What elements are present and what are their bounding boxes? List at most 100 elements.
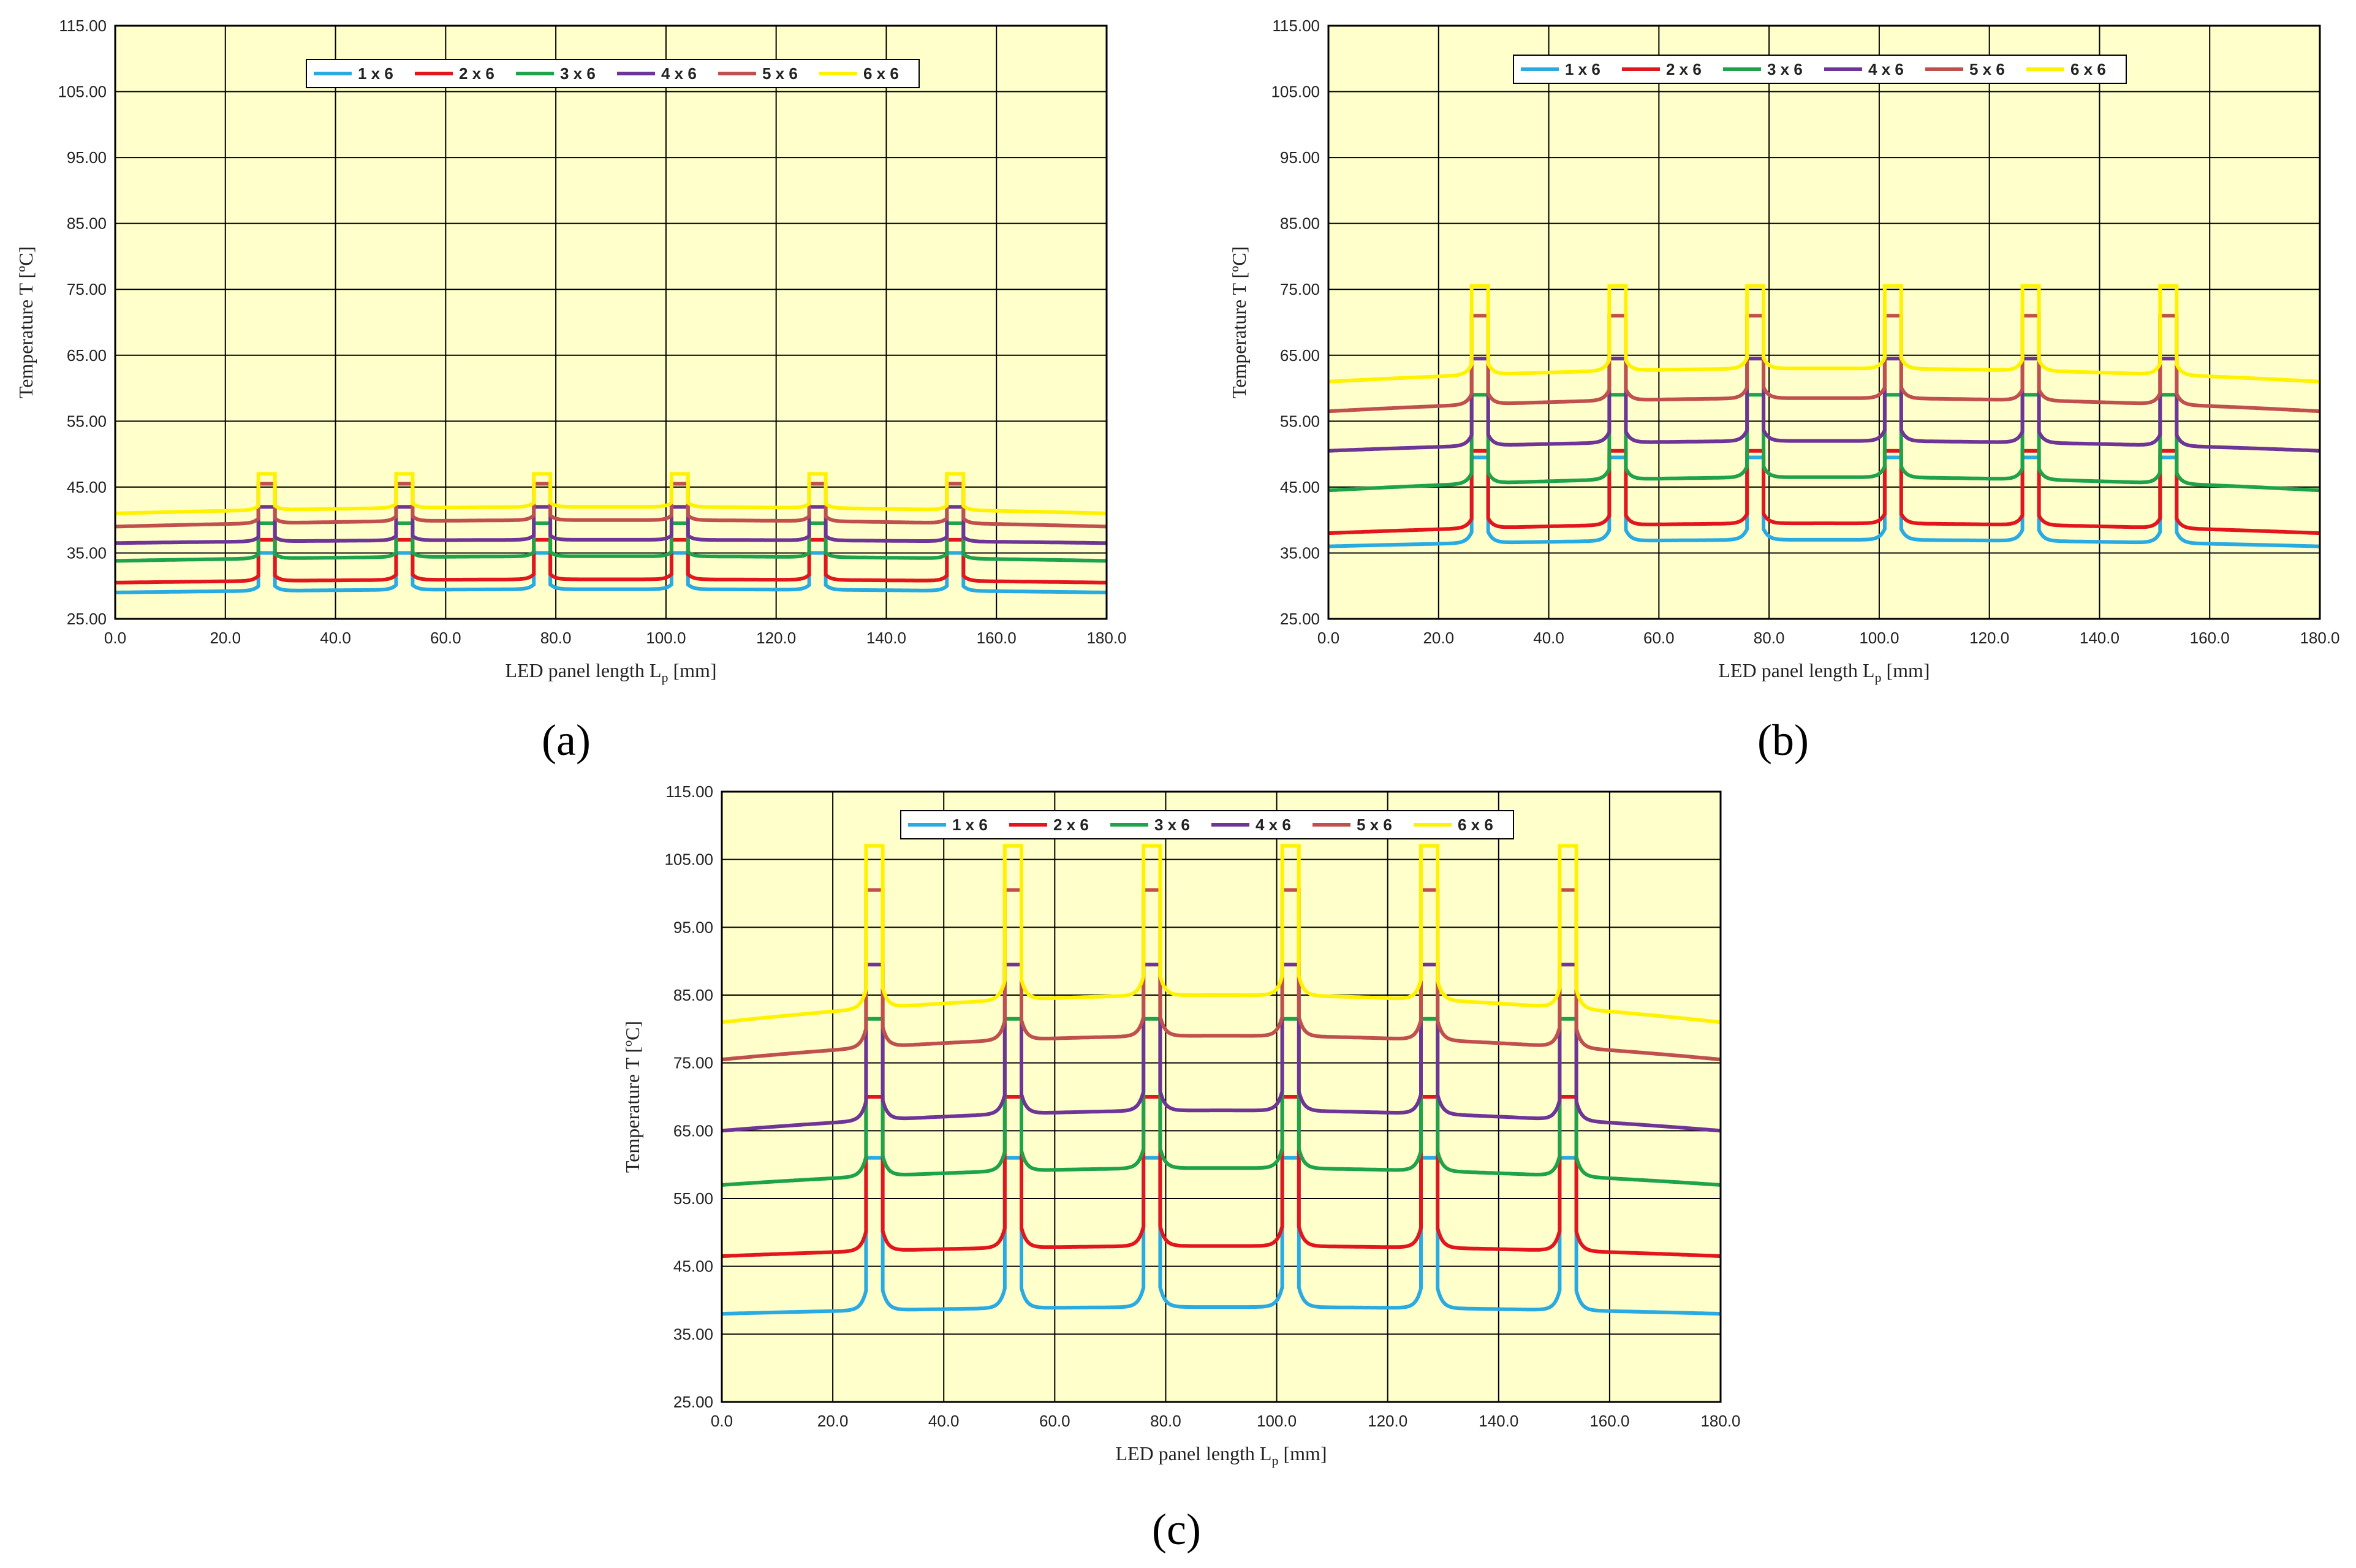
x-tick-label: 120.0 <box>1969 629 2009 647</box>
x-tick-label: 60.0 <box>430 629 461 647</box>
x-tick-label: 40.0 <box>1533 629 1564 647</box>
y-tick-label: 65.00 <box>67 346 107 365</box>
chart-b: 0.0 20.0 40.0 60.0 80.0 100.0 120.0 140.0 160.0 1… <box>1228 17 2340 765</box>
y-axis-label: Temperature T [ºC] <box>15 246 37 398</box>
x-tick-label: 140.0 <box>1479 1412 1518 1430</box>
y-tick-label: 25.00 <box>67 610 107 628</box>
x-axis-label: LED panel length Lp [mm] <box>1115 1442 1327 1468</box>
y-tick-label: 35.00 <box>673 1325 713 1343</box>
x-tick-label: 0.0 <box>711 1412 733 1430</box>
y-tick-label: 55.00 <box>1280 412 1320 430</box>
x-tick-label: 60.0 <box>1039 1412 1070 1430</box>
x-tick-label: 120.0 <box>1368 1412 1407 1430</box>
y-axis-label: Temperature T [ºC] <box>1228 246 1250 398</box>
series-line-1x6 <box>1328 455 2320 548</box>
legend: 1 x 6 2 x 6 3 x 6 4 x 6 5 x 6 6 x 6 <box>1513 55 2127 84</box>
legend: 1 x 6 2 x 6 3 x 6 4 x 6 5 x 6 6 x 6 <box>900 810 1514 839</box>
x-tick-label: 180.0 <box>1700 1412 1740 1430</box>
legend-label: 1 x 6 <box>358 64 393 83</box>
legend-label: 1 x 6 <box>1565 60 1600 78</box>
y-tick-label: 95.00 <box>673 918 713 936</box>
y-tick-label: 55.00 <box>673 1189 713 1208</box>
x-tick-label: 140.0 <box>866 629 906 647</box>
y-tick-label: 45.00 <box>673 1257 713 1276</box>
x-tick-label: 40.0 <box>928 1412 960 1430</box>
legend-label: 4 x 6 <box>661 64 697 83</box>
legend-label: 3 x 6 <box>1154 816 1190 834</box>
y-tick-label: 45.00 <box>67 478 107 496</box>
series-line-5x6 <box>115 482 1107 529</box>
x-tick-label: 20.0 <box>817 1412 849 1430</box>
chart-c: 0.0 20.0 40.0 60.0 80.0 100.0 120.0 140.0 160.0 1… <box>621 782 1741 1554</box>
y-tick-label: 65.00 <box>1280 346 1320 365</box>
series-line-5x6 <box>1328 314 2320 414</box>
y-tick-label: 75.00 <box>67 280 107 298</box>
x-tick-label: 100.0 <box>1859 629 1899 647</box>
x-tick-label: 20.0 <box>210 629 241 647</box>
y-tick-label: 55.00 <box>67 412 107 430</box>
plot-border <box>1327 25 2321 620</box>
series-line-3x6 <box>721 1017 1721 1187</box>
legend: 1 x 6 2 x 6 3 x 6 4 x 6 5 x 6 6 x 6 <box>306 59 920 88</box>
y-tick-label: 25.00 <box>1280 610 1320 628</box>
legend-label: 4 x 6 <box>1868 60 1904 78</box>
y-tick-label: 65.00 <box>673 1121 713 1140</box>
series-line-2x6 <box>1328 449 2320 536</box>
y-tick-label: 85.00 <box>673 986 713 1004</box>
series-line-3x6 <box>115 521 1107 563</box>
series-line-5x6 <box>721 888 1721 1062</box>
x-tick-label: 100.0 <box>646 629 686 647</box>
y-tick-label: 85.00 <box>67 214 107 233</box>
panel-label: (a) <box>542 716 591 765</box>
x-tick-label: 0.0 <box>1317 629 1339 647</box>
series-line-3x6 <box>1328 393 2320 493</box>
x-tick-label: 80.0 <box>1150 1412 1181 1430</box>
legend-label: 6 x 6 <box>1458 816 1493 834</box>
x-tick-label: 140.0 <box>2080 629 2119 647</box>
plot-border <box>721 790 1722 1403</box>
y-tick-label: 75.00 <box>673 1054 713 1072</box>
legend-label: 5 x 6 <box>762 64 798 83</box>
legend-label: 4 x 6 <box>1256 816 1291 834</box>
series-line-2x6 <box>115 537 1107 585</box>
series-line-6x6 <box>1328 284 2320 384</box>
y-tick-label: 45.00 <box>1280 478 1320 496</box>
legend-label: 3 x 6 <box>1767 60 1803 78</box>
y-tick-label: 115.00 <box>59 17 107 35</box>
x-tick-label: 0.0 <box>104 629 126 647</box>
series-line-4x6 <box>1328 357 2320 453</box>
panel-label: (c) <box>1152 1505 1201 1554</box>
chart-a: 0.0 20.0 40.0 60.0 80.0 100.0 120.0 140.0 160.0 1… <box>15 17 1127 765</box>
y-tick-label: 25.00 <box>673 1393 713 1411</box>
x-tick-label: 160.0 <box>1589 1412 1629 1430</box>
series-line-4x6 <box>115 505 1107 545</box>
x-tick-label: 80.0 <box>1754 629 1785 647</box>
legend-box <box>306 59 920 88</box>
x-tick-label: 80.0 <box>540 629 572 647</box>
panel-label: (b) <box>1757 716 1809 765</box>
x-tick-label: 60.0 <box>1643 629 1675 647</box>
y-tick-label: 105.00 <box>1271 83 1320 101</box>
y-tick-label: 105.00 <box>58 83 107 101</box>
x-tick-label: 20.0 <box>1423 629 1454 647</box>
plot-background <box>115 26 1107 619</box>
legend-label: 6 x 6 <box>863 64 899 83</box>
y-tick-label: 115.00 <box>1272 17 1320 35</box>
legend-label: 5 x 6 <box>1357 816 1392 834</box>
x-tick-label: 120.0 <box>756 629 796 647</box>
y-tick-label: 35.00 <box>67 543 107 562</box>
y-tick-label: 95.00 <box>67 148 107 167</box>
x-tick-label: 100.0 <box>1257 1412 1297 1430</box>
y-tick-label: 75.00 <box>1280 280 1320 298</box>
legend-label: 2 x 6 <box>1053 816 1089 834</box>
y-tick-label: 85.00 <box>1280 214 1320 233</box>
y-tick-label: 115.00 <box>665 782 713 801</box>
y-tick-label: 35.00 <box>1280 543 1320 562</box>
legend-label: 3 x 6 <box>560 64 596 83</box>
series-line-6x6 <box>721 844 1721 1025</box>
series-line-2x6 <box>721 1095 1721 1259</box>
plot-border <box>114 25 1108 620</box>
x-tick-label: 40.0 <box>320 629 351 647</box>
legend-label: 2 x 6 <box>459 64 494 83</box>
plot-background <box>1328 26 2320 619</box>
